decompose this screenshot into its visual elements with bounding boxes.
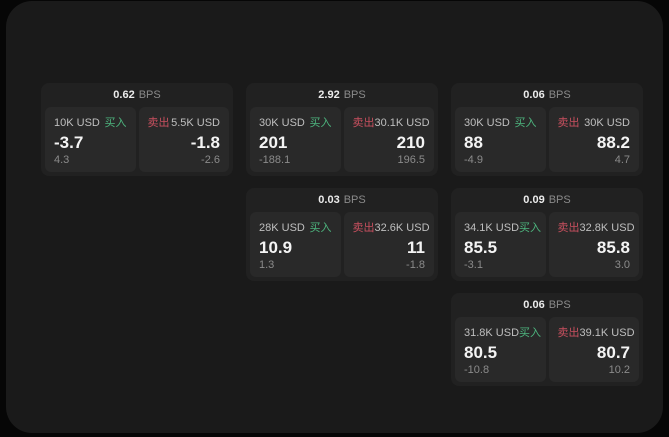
bps-value: 2.92 (318, 89, 340, 101)
buy-value: 88 (464, 133, 483, 152)
app-window: 0.62 BPS 10K USD 买入 -3.7 4.3 卖出 5.5K USD (6, 1, 663, 433)
bps-value: 0.06 (523, 299, 545, 311)
buy-sub-value: -3.1 (464, 259, 483, 271)
buy-amount: 31.8K USD (464, 327, 520, 339)
card-header: 2.92 BPS (250, 83, 434, 107)
bps-label: BPS (138, 89, 161, 101)
sell-amount: 39.1K USD (579, 327, 635, 339)
sell-panel[interactable]: 卖出 5.5K USD -1.8 -2.6 (138, 107, 229, 172)
sell-value: 11 (407, 238, 425, 257)
sell-panel[interactable]: 卖出 30.1K USD 210 196.5 (343, 107, 434, 172)
sell-label: 卖出 (557, 327, 580, 339)
sell-value: -1.8 (190, 133, 220, 152)
card-header: 0.03 BPS (250, 188, 434, 212)
buy-panel[interactable]: 28K USD 买入 10.9 1.3 (250, 212, 341, 277)
card-body: 30K USD 买入 201 -188.1 卖出 30.1K USD 210 1… (250, 107, 434, 172)
card-header: 0.09 BPS (455, 188, 639, 212)
sell-sub-value: -2.6 (201, 154, 220, 166)
card-header: 0.06 BPS (455, 83, 639, 107)
bps-value: 0.03 (318, 194, 340, 206)
card-body: 10K USD 买入 -3.7 4.3 卖出 5.5K USD -1.8 -2.… (45, 107, 229, 172)
buy-value: 85.5 (464, 238, 498, 257)
buy-label: 买入 (309, 117, 332, 129)
sell-panel[interactable]: 卖出 39.1K USD 80.7 10.2 (548, 317, 639, 382)
bps-value: 0.06 (523, 89, 545, 101)
buy-sub-value: 1.3 (259, 259, 275, 271)
card-body: 30K USD 买入 88 -4.9 卖出 30K USD 88.2 4.7 (455, 107, 639, 172)
sell-amount: 30.1K USD (374, 117, 430, 129)
sell-sub-value: -1.8 (406, 259, 425, 271)
buy-label: 买入 (519, 222, 542, 234)
sell-amount: 30K USD (584, 117, 630, 129)
buy-label: 买入 (519, 327, 542, 339)
sell-panel[interactable]: 卖出 32.8K USD 85.8 3.0 (548, 212, 639, 277)
sell-amount: 32.8K USD (579, 222, 635, 234)
bps-label: BPS (343, 194, 366, 206)
sell-label: 卖出 (147, 117, 170, 129)
bps-label: BPS (548, 299, 571, 311)
sell-amount: 5.5K USD (171, 117, 220, 129)
sell-value: 210 (396, 133, 425, 152)
buy-panel[interactable]: 30K USD 买入 201 -188.1 (250, 107, 341, 172)
sell-label: 卖出 (557, 117, 580, 129)
sell-sub-value: 196.5 (397, 154, 425, 166)
bps-label: BPS (343, 89, 366, 101)
buy-amount: 10K USD (54, 117, 100, 129)
card-header: 0.62 BPS (45, 83, 229, 107)
sell-panel[interactable]: 卖出 32.6K USD 11 -1.8 (343, 212, 434, 277)
card-body: 31.8K USD 买入 80.5 -10.8 卖出 39.1K USD 80.… (455, 317, 639, 382)
sell-sub-value: 10.2 (608, 364, 630, 376)
quote-card-1[interactable]: 0.62 BPS 10K USD 买入 -3.7 4.3 卖出 5.5K USD (41, 83, 233, 176)
buy-value: 201 (259, 133, 288, 152)
buy-panel[interactable]: 10K USD 买入 -3.7 4.3 (45, 107, 136, 172)
sell-value: 85.8 (596, 238, 630, 257)
buy-panel[interactable]: 34.1K USD 买入 85.5 -3.1 (455, 212, 546, 277)
buy-amount: 34.1K USD (464, 222, 520, 234)
buy-label: 买入 (104, 117, 127, 129)
buy-value: 10.9 (259, 238, 293, 257)
quote-card-2[interactable]: 2.92 BPS 30K USD 买入 201 -188.1 卖出 30.1K U… (246, 83, 438, 176)
buy-value: 80.5 (464, 343, 498, 362)
bps-label: BPS (548, 89, 571, 101)
buy-value: -3.7 (54, 133, 84, 152)
quote-card-6[interactable]: 0.06 BPS 31.8K USD 买入 80.5 -10.8 卖出 39.1K… (451, 293, 643, 386)
bps-value: 0.62 (113, 89, 135, 101)
quote-card-4[interactable]: 0.03 BPS 28K USD 买入 10.9 1.3 卖出 32.6K USD (246, 188, 438, 281)
sell-label: 卖出 (352, 117, 375, 129)
sell-label: 卖出 (557, 222, 580, 234)
sell-amount: 32.6K USD (374, 222, 430, 234)
buy-label: 买入 (309, 222, 332, 234)
buy-sub-value: -10.8 (464, 364, 490, 376)
buy-sub-value: 4.3 (54, 154, 70, 166)
buy-amount: 28K USD (259, 222, 305, 234)
sell-panel[interactable]: 卖出 30K USD 88.2 4.7 (548, 107, 639, 172)
bps-label: BPS (548, 194, 571, 206)
card-header: 0.06 BPS (455, 293, 639, 317)
quote-card-3[interactable]: 0.06 BPS 30K USD 买入 88 -4.9 卖出 30K USD (451, 83, 643, 176)
buy-amount: 30K USD (464, 117, 510, 129)
buy-label: 买入 (514, 117, 537, 129)
quote-card-5[interactable]: 0.09 BPS 34.1K USD 买入 85.5 -3.1 卖出 32.8K … (451, 188, 643, 281)
card-body: 34.1K USD 买入 85.5 -3.1 卖出 32.8K USD 85.8… (455, 212, 639, 277)
sell-sub-value: 3.0 (614, 259, 630, 271)
sell-label: 卖出 (352, 222, 375, 234)
sell-sub-value: 4.7 (614, 154, 630, 166)
buy-panel[interactable]: 31.8K USD 买入 80.5 -10.8 (455, 317, 546, 382)
buy-panel[interactable]: 30K USD 买入 88 -4.9 (455, 107, 546, 172)
bps-value: 0.09 (523, 194, 545, 206)
buy-amount: 30K USD (259, 117, 305, 129)
sell-value: 88.2 (596, 133, 630, 152)
card-body: 28K USD 买入 10.9 1.3 卖出 32.6K USD 11 -1.8 (250, 212, 434, 277)
sell-value: 80.7 (596, 343, 630, 362)
buy-sub-value: -4.9 (464, 154, 483, 166)
buy-sub-value: -188.1 (259, 154, 291, 166)
